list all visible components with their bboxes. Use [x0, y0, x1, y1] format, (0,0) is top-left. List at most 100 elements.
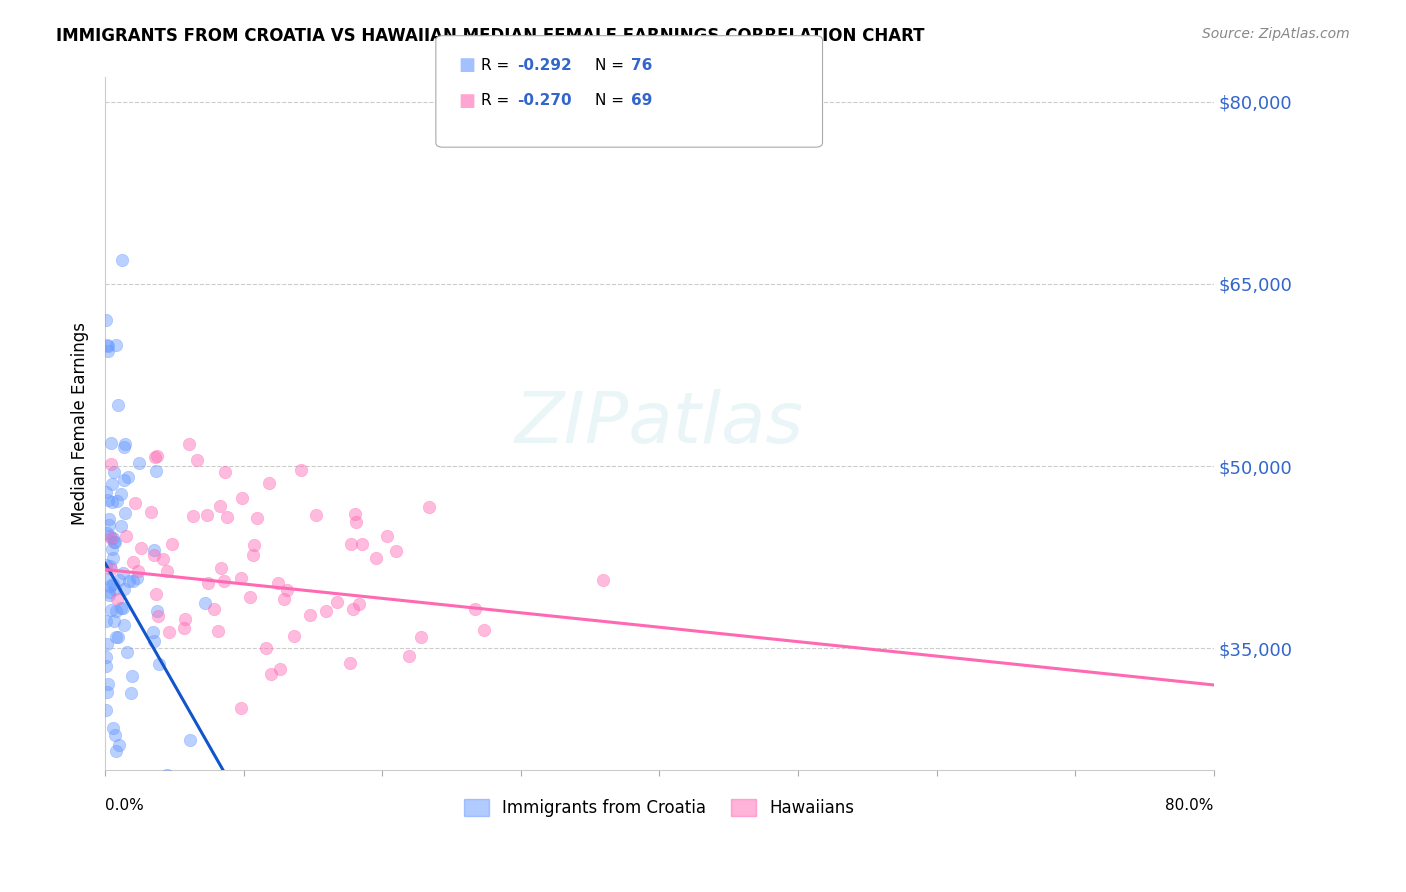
Point	[104, 582, 127, 596]
Text: -0.292: -0.292	[517, 58, 572, 72]
Point	[104, 744, 127, 758]
Legend: Immigrants from Croatia, Hawaiians: Immigrants from Croatia, Hawaiians	[457, 792, 862, 824]
Point	[283, 629, 305, 643]
Point	[103, 614, 125, 628]
Point	[101, 577, 124, 591]
Point	[298, 607, 321, 622]
Text: N =: N =	[595, 58, 628, 72]
Point	[207, 624, 229, 638]
Point	[94, 485, 117, 500]
Point	[103, 550, 125, 565]
Point	[212, 574, 235, 589]
Point	[105, 631, 128, 645]
Point	[229, 701, 252, 715]
Point	[108, 739, 131, 753]
Point	[215, 510, 238, 524]
Point	[96, 338, 118, 352]
Point	[254, 640, 277, 655]
Point	[143, 548, 166, 562]
Point	[98, 585, 121, 599]
Point	[315, 604, 337, 618]
Point	[276, 582, 298, 597]
Point	[145, 586, 167, 600]
Point	[105, 337, 128, 351]
Point	[142, 625, 165, 640]
Point	[260, 667, 283, 681]
Point	[100, 495, 122, 509]
Point	[242, 548, 264, 562]
Point	[214, 465, 236, 479]
Point	[100, 436, 122, 450]
Point	[128, 455, 150, 469]
Point	[398, 648, 420, 663]
Point	[267, 575, 290, 590]
Point	[152, 552, 174, 566]
Point	[197, 508, 219, 522]
Point	[112, 617, 135, 632]
Point	[103, 721, 125, 735]
Point	[156, 767, 179, 781]
Point	[96, 685, 118, 699]
Point	[269, 662, 291, 676]
Point	[107, 630, 129, 644]
Point	[592, 574, 614, 588]
Point	[120, 686, 142, 700]
Point	[143, 450, 166, 464]
Point	[105, 592, 128, 607]
Point	[173, 621, 195, 635]
Point	[98, 512, 121, 526]
Point	[129, 541, 152, 556]
Point	[98, 589, 121, 603]
Text: 80.0%: 80.0%	[1166, 797, 1213, 813]
Point	[100, 603, 122, 617]
Point	[127, 571, 149, 585]
Point	[139, 505, 162, 519]
Text: ■: ■	[458, 56, 475, 74]
Point	[100, 558, 122, 573]
Text: 69: 69	[631, 94, 652, 108]
Point	[142, 542, 165, 557]
Point	[160, 536, 183, 550]
Point	[94, 703, 117, 717]
Point	[115, 529, 138, 543]
Text: ■: ■	[458, 92, 475, 110]
Text: 76: 76	[631, 58, 652, 72]
Point	[342, 602, 364, 616]
Point	[104, 604, 127, 618]
Point	[98, 517, 121, 532]
Point	[117, 470, 139, 484]
Text: ZIPatlas: ZIPatlas	[515, 389, 804, 458]
Point	[229, 571, 252, 585]
Point	[104, 728, 127, 742]
Point	[96, 637, 118, 651]
Point	[97, 677, 120, 691]
Point	[366, 550, 388, 565]
Point	[305, 508, 328, 523]
Point	[209, 561, 232, 575]
Point	[290, 462, 312, 476]
Point	[96, 572, 118, 586]
Point	[105, 494, 128, 508]
Text: -0.270: -0.270	[517, 94, 572, 108]
Point	[118, 574, 141, 589]
Point	[148, 657, 170, 671]
Point	[104, 535, 127, 549]
Point	[208, 500, 231, 514]
Text: N =: N =	[595, 94, 628, 108]
Point	[97, 344, 120, 359]
Point	[107, 398, 129, 412]
Point	[246, 510, 269, 524]
Point	[418, 500, 440, 514]
Text: Source: ZipAtlas.com: Source: ZipAtlas.com	[1202, 27, 1350, 41]
Point	[112, 582, 135, 597]
Point	[110, 519, 132, 533]
Point	[179, 733, 201, 747]
Point	[114, 507, 136, 521]
Point	[177, 437, 200, 451]
Point	[100, 562, 122, 576]
Point	[257, 476, 280, 491]
Point	[121, 669, 143, 683]
Point	[409, 630, 432, 644]
Point	[101, 541, 124, 556]
Point	[349, 598, 371, 612]
